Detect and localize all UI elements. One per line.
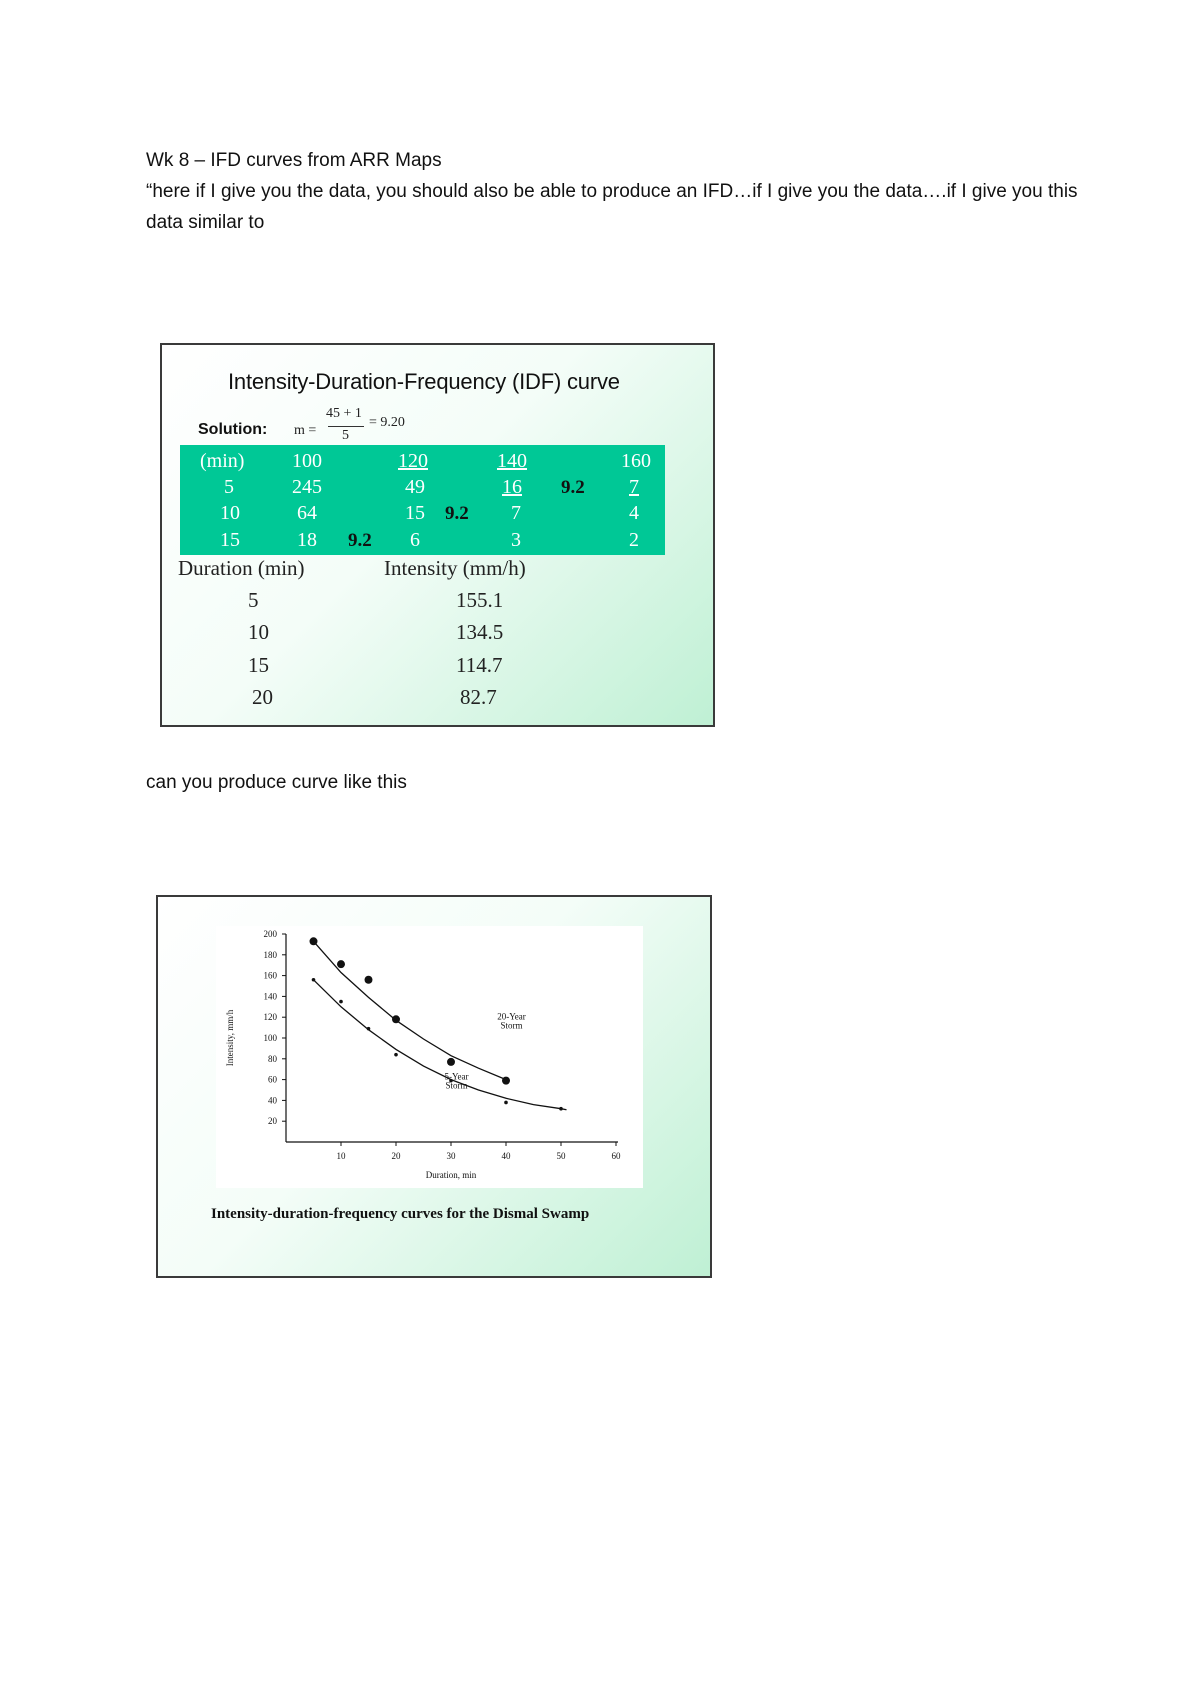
result-duration: 10 xyxy=(248,620,269,644)
series-label: Storm xyxy=(445,1081,467,1091)
idf-table-slide: Intensity-Duration-Frequency (IDF) curve… xyxy=(160,343,715,727)
interpolation-mark: 9.2 xyxy=(348,530,372,551)
table-header-cell: 160 xyxy=(621,450,651,472)
data-point xyxy=(339,999,343,1004)
result-intensity: 134.5 xyxy=(456,620,504,644)
y-tick-label: 140 xyxy=(264,991,278,1001)
slide-title: Intensity-Duration-Frequency (IDF) curve xyxy=(228,369,620,394)
table-cell: 18 xyxy=(297,529,317,551)
series-label: Storm xyxy=(500,1020,522,1030)
result-intensity: 114.7 xyxy=(456,653,503,677)
series-curve xyxy=(313,940,507,1081)
table-header-cell: 120 xyxy=(398,450,428,472)
series-curve xyxy=(313,979,567,1111)
table-cell: 15 xyxy=(405,502,425,524)
table-cell: 6 xyxy=(410,529,420,551)
x-tick-label: 20 xyxy=(392,1151,402,1161)
result-duration: 20 xyxy=(252,685,273,709)
data-point xyxy=(364,975,373,984)
intensity-header: Intensity (mm/h) xyxy=(384,556,526,580)
table-cell: 2 xyxy=(629,529,639,551)
data-point xyxy=(449,1078,453,1083)
y-tick-label: 120 xyxy=(264,1012,278,1022)
x-tick-label: 10 xyxy=(337,1151,347,1161)
data-point xyxy=(337,960,345,969)
data-point xyxy=(311,977,316,982)
x-tick-label: 30 xyxy=(447,1151,457,1161)
data-point xyxy=(502,1076,510,1085)
solution-label: Solution: xyxy=(198,421,268,438)
data-table: (min) 100 120 140 160 5 245 49 16 9.2 7 … xyxy=(180,445,665,555)
table-cell: 5 xyxy=(224,476,234,498)
table-cell: 7 xyxy=(629,476,639,498)
interpolation-mark: 9.2 xyxy=(561,477,585,498)
y-tick-label: 20 xyxy=(268,1116,278,1126)
data-point xyxy=(559,1106,563,1111)
table-cell: 4 xyxy=(629,502,639,524)
data-point xyxy=(309,937,318,946)
equation-result: = 9.20 xyxy=(369,415,405,430)
table-cell: 16 xyxy=(502,476,522,498)
y-axis-label: Intensity, mm/h xyxy=(225,1009,235,1066)
equation-numerator: 45 + 1 xyxy=(326,406,362,421)
interpolation-mark: 9.2 xyxy=(445,503,469,524)
result-intensity: 82.7 xyxy=(460,685,497,709)
result-intensity: 155.1 xyxy=(456,588,504,612)
result-duration: 5 xyxy=(248,588,259,612)
table-cell: 7 xyxy=(511,502,521,524)
x-tick-label: 40 xyxy=(502,1151,512,1161)
data-point xyxy=(394,1052,398,1057)
y-tick-label: 80 xyxy=(268,1054,278,1064)
x-tick-label: 60 xyxy=(612,1151,622,1161)
second-paragraph: can you produce curve like this xyxy=(146,772,407,793)
y-tick-label: 180 xyxy=(264,950,278,960)
table-cell: 64 xyxy=(297,502,317,524)
data-point xyxy=(504,1100,508,1105)
document-heading: Wk 8 – IFD curves from ARR Maps xyxy=(146,150,442,171)
y-tick-label: 160 xyxy=(264,971,278,981)
data-point xyxy=(447,1057,455,1066)
intro-paragraph: “here if I give you the data, you should… xyxy=(146,181,1078,233)
x-tick-label: 50 xyxy=(557,1151,567,1161)
data-point xyxy=(392,1015,400,1024)
table-header-cell: 100 xyxy=(292,450,322,472)
y-tick-label: 100 xyxy=(264,1033,278,1043)
x-axis-label: Duration, min xyxy=(426,1170,477,1180)
table-cell: 3 xyxy=(511,529,521,551)
table-cell: 10 xyxy=(220,502,240,524)
idf-curve-slide: 20 40 60 80 100 120 140 160 180 200 10 20 30 40 50 60 Du… xyxy=(156,895,712,1278)
equation-denominator: 5 xyxy=(342,428,349,443)
equation-lhs: m = xyxy=(294,423,317,438)
fraction-bar xyxy=(328,426,364,427)
series-label: 5-Year xyxy=(444,1072,468,1082)
y-tick-label: 40 xyxy=(268,1095,278,1105)
y-tick-label: 60 xyxy=(268,1075,278,1085)
series-label: 20-Year xyxy=(497,1011,526,1021)
table-cell: 15 xyxy=(220,529,240,551)
table-header-cell: (min) xyxy=(200,450,245,472)
idf-chart: 20 40 60 80 100 120 140 160 180 200 10 20 30 40 50 60 Du… xyxy=(225,929,622,1180)
table-cell: 245 xyxy=(292,476,322,498)
chart-panel: 20 40 60 80 100 120 140 160 180 200 10 20 30 40 50 60 Du… xyxy=(216,926,643,1188)
table-cell: 49 xyxy=(405,476,425,498)
y-tick-label: 200 xyxy=(264,929,278,939)
chart-caption: Intensity-duration-frequency curves for … xyxy=(211,1206,590,1222)
result-duration: 15 xyxy=(248,653,269,677)
data-point xyxy=(366,1026,371,1031)
table-header-cell: 140 xyxy=(497,450,527,472)
duration-header: Duration (min) xyxy=(178,556,305,580)
